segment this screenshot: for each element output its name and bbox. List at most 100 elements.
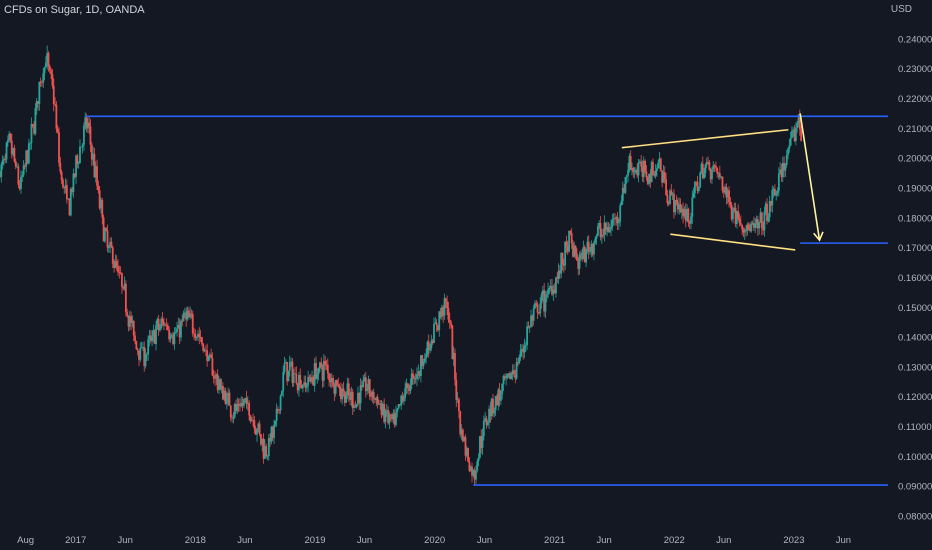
candle-body bbox=[610, 226, 612, 230]
candle-body bbox=[776, 191, 779, 194]
candle-body bbox=[715, 165, 717, 168]
candle-body bbox=[737, 211, 740, 219]
candle-body bbox=[497, 389, 500, 406]
candle-body bbox=[204, 350, 207, 351]
candle-body bbox=[463, 437, 466, 442]
candle-body bbox=[705, 161, 708, 165]
arrow-shaft[interactable] bbox=[799, 113, 821, 241]
candle-body bbox=[658, 158, 661, 163]
candle-body bbox=[21, 175, 24, 177]
candle-body bbox=[287, 370, 290, 382]
candle-body bbox=[292, 373, 295, 383]
candle-body bbox=[252, 419, 254, 421]
candle-body bbox=[526, 326, 528, 346]
candle-body bbox=[59, 162, 62, 172]
candle-body bbox=[587, 241, 590, 252]
candle-body bbox=[486, 422, 489, 425]
candle-body bbox=[775, 193, 778, 196]
candle-body bbox=[661, 170, 664, 183]
candle-body bbox=[269, 438, 272, 442]
candle-body bbox=[648, 173, 650, 184]
candle-body bbox=[33, 125, 35, 134]
candle-body bbox=[666, 195, 669, 204]
candle-body bbox=[642, 160, 645, 177]
price-tick-label: 0.24000 bbox=[898, 34, 932, 45]
candle-body bbox=[676, 202, 679, 210]
candle-body bbox=[298, 374, 300, 391]
trendline[interactable] bbox=[621, 128, 789, 149]
candle-body bbox=[24, 165, 26, 167]
candle-body bbox=[334, 380, 337, 394]
candle-body bbox=[454, 353, 456, 380]
candle-body bbox=[166, 325, 169, 330]
candle-body bbox=[105, 228, 108, 231]
candle-body bbox=[291, 361, 294, 383]
candle-body bbox=[341, 388, 344, 400]
candle-body bbox=[274, 420, 277, 425]
candle-body bbox=[262, 438, 265, 459]
candle-body bbox=[452, 353, 455, 360]
candle-body bbox=[54, 103, 56, 105]
candle-body bbox=[774, 188, 776, 196]
candle-body bbox=[711, 169, 713, 180]
candle-body bbox=[560, 252, 563, 274]
candle-body bbox=[768, 201, 771, 218]
candle-body bbox=[456, 399, 459, 401]
candle-body bbox=[97, 185, 100, 191]
candle-body bbox=[92, 153, 94, 160]
price-tick-label: 0.10000 bbox=[898, 452, 932, 463]
candle-body bbox=[641, 166, 644, 177]
candle-body bbox=[632, 168, 635, 173]
candle-body bbox=[616, 217, 619, 224]
candle-body bbox=[380, 403, 383, 415]
candle-body bbox=[174, 332, 177, 333]
candle-body bbox=[359, 385, 362, 404]
candle-body bbox=[119, 272, 122, 274]
candle-body bbox=[555, 277, 557, 294]
candle-body bbox=[607, 226, 610, 233]
candle-body bbox=[13, 147, 16, 162]
candle-body bbox=[444, 298, 447, 302]
candle-body bbox=[257, 423, 260, 430]
candle-body bbox=[208, 354, 211, 357]
candle-body bbox=[67, 198, 70, 200]
candle-body bbox=[475, 470, 477, 480]
candle-body bbox=[629, 156, 632, 170]
candle-body bbox=[123, 283, 126, 289]
trendline[interactable] bbox=[670, 233, 796, 251]
candle-body bbox=[507, 373, 510, 375]
candle-body bbox=[682, 208, 685, 217]
candle-body bbox=[3, 158, 5, 161]
candle-body bbox=[220, 385, 223, 390]
candle-body bbox=[438, 311, 441, 331]
candle-body bbox=[598, 223, 601, 227]
candle-body bbox=[79, 146, 81, 164]
candle-body bbox=[178, 324, 181, 338]
candle-body bbox=[340, 388, 342, 400]
candle-body bbox=[277, 408, 279, 410]
price-axis[interactable]: 0.24000 0.23000 0.22000 0.21000 0.20000 0.190… bbox=[898, 34, 932, 522]
candle-body bbox=[325, 364, 328, 366]
candle-body bbox=[231, 417, 233, 419]
candle-body bbox=[307, 376, 310, 386]
candle-body bbox=[279, 395, 282, 411]
candle-body bbox=[422, 361, 425, 366]
annotation-layer bbox=[621, 113, 824, 251]
candle-body bbox=[301, 384, 304, 389]
candle-body bbox=[50, 70, 53, 75]
time-axis[interactable]: Aug 2017 Jun 2018 Jun 2019 Jun 2020 Jun 2021 Jun 20… bbox=[17, 535, 851, 546]
candle-body bbox=[764, 203, 767, 212]
candle-body bbox=[573, 245, 576, 257]
candle-body bbox=[547, 289, 549, 295]
candle-body bbox=[43, 67, 46, 74]
candle-body bbox=[240, 402, 243, 407]
arrow-head bbox=[813, 231, 824, 242]
candle-body bbox=[545, 294, 548, 298]
candle-body bbox=[263, 446, 266, 459]
candle-body bbox=[271, 426, 274, 438]
candle-body bbox=[90, 144, 93, 160]
candle-body bbox=[214, 378, 216, 380]
candle-body bbox=[624, 176, 627, 193]
candle-body bbox=[375, 397, 378, 400]
